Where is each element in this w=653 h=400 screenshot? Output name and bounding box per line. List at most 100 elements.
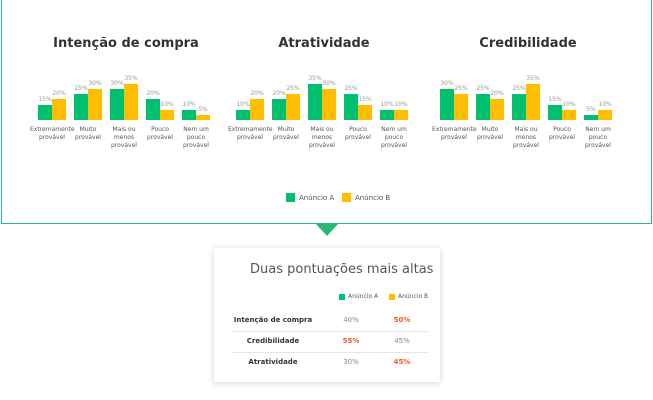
category-label: Nem um pouco provável	[183, 126, 209, 149]
bar	[308, 83, 322, 120]
bar	[110, 89, 124, 120]
value-label: 10%	[562, 100, 576, 108]
bar	[272, 99, 286, 120]
category-label: Muito provável	[75, 126, 101, 141]
value-label: 25%	[74, 85, 88, 93]
category-label: Muito provável	[477, 126, 503, 141]
value-label: 10%	[236, 100, 250, 108]
summary-title: Duas pontuações mais altas	[250, 262, 434, 277]
value-label: 10%	[160, 100, 174, 108]
bar	[124, 83, 138, 120]
bar	[160, 109, 174, 120]
value-label: 15%	[358, 95, 372, 103]
category-label: Mais ou menos provável	[309, 126, 335, 149]
cell: 55%	[342, 337, 360, 345]
value-label: 25%	[286, 85, 300, 93]
summary-legend-label: Anúncio B	[398, 293, 429, 300]
bar	[512, 94, 526, 120]
summary-legend-swatch	[339, 294, 345, 300]
row-label: Atratividade	[248, 358, 298, 366]
bar	[526, 83, 540, 120]
bar	[146, 99, 160, 120]
pointer	[316, 224, 338, 236]
cell: 45%	[394, 337, 410, 345]
value-label: 20%	[490, 90, 504, 98]
bar	[74, 94, 88, 120]
category-label: Nem um pouco provável	[381, 126, 407, 149]
value-label: 5%	[586, 105, 596, 113]
category-label: Pouco provável	[549, 126, 575, 141]
value-label: 25%	[454, 85, 468, 93]
cell: 40%	[343, 316, 359, 324]
bar	[358, 104, 372, 120]
bar	[562, 109, 576, 120]
row-label: Intenção de compra	[233, 316, 313, 324]
value-label: 10%	[182, 100, 196, 108]
category-label: Extremamente provável	[432, 126, 477, 141]
bar	[286, 94, 300, 120]
category-label: Mais ou menos provável	[513, 126, 539, 149]
bar	[490, 99, 504, 120]
value-label: 15%	[548, 95, 562, 103]
value-label: 25%	[344, 85, 358, 93]
legend-label: Anúncio B	[355, 194, 391, 202]
value-label: 35%	[526, 74, 540, 82]
value-label: 20%	[272, 90, 286, 98]
value-label: 10%	[380, 100, 394, 108]
bar	[88, 89, 102, 120]
value-label: 10%	[598, 100, 612, 108]
legend-swatch	[342, 193, 351, 202]
value-label: 30%	[88, 80, 102, 88]
bar	[52, 99, 66, 120]
bar	[182, 109, 196, 120]
bar	[548, 104, 562, 120]
bar	[598, 109, 612, 120]
category-label: Pouco provável	[147, 126, 173, 141]
category-label: Mais ou menos provável	[111, 126, 137, 149]
row-divider	[232, 331, 428, 332]
row-label: Credibilidade	[246, 337, 300, 345]
bar	[394, 109, 408, 120]
value-label: 35%	[308, 74, 322, 82]
chart-title: Atratividade	[278, 36, 370, 51]
bar	[380, 109, 394, 120]
summary-legend-label: Anúncio A	[348, 293, 379, 300]
value-label: 30%	[440, 80, 454, 88]
bar	[38, 104, 52, 120]
bar	[236, 109, 250, 120]
chart-title: Intenção de compra	[53, 36, 199, 51]
value-label: 15%	[38, 95, 52, 103]
value-label: 20%	[146, 90, 160, 98]
category-label: Nem um pouco provável	[585, 126, 611, 149]
category-label: Extremamente provável	[30, 126, 75, 141]
bar	[344, 94, 358, 120]
summary-card	[214, 248, 440, 382]
value-label: 10%	[394, 100, 408, 108]
chart-title: Credibilidade	[479, 36, 577, 51]
cell: 45%	[393, 358, 411, 366]
value-label: 25%	[512, 85, 526, 93]
bar	[476, 94, 490, 120]
bar	[196, 114, 210, 120]
category-label: Muito provável	[273, 126, 299, 141]
cell: 50%	[393, 316, 411, 324]
value-label: 30%	[110, 80, 124, 88]
value-label: 25%	[476, 85, 490, 93]
cell: 30%	[343, 358, 359, 366]
value-label: 5%	[198, 105, 208, 113]
legend-swatch	[286, 193, 295, 202]
value-label: 35%	[124, 74, 138, 82]
bar	[454, 94, 468, 120]
bar	[584, 114, 598, 120]
bar	[250, 99, 264, 120]
category-label: Pouco provável	[345, 126, 371, 141]
chart-panel	[1, 0, 652, 224]
value-label: 30%	[322, 80, 336, 88]
bar	[322, 89, 336, 120]
legend-label: Anúncio A	[299, 194, 335, 202]
category-label: Extremamente provável	[228, 126, 273, 141]
summary-legend-swatch	[389, 294, 395, 300]
bar	[440, 89, 454, 120]
row-divider	[232, 352, 428, 353]
